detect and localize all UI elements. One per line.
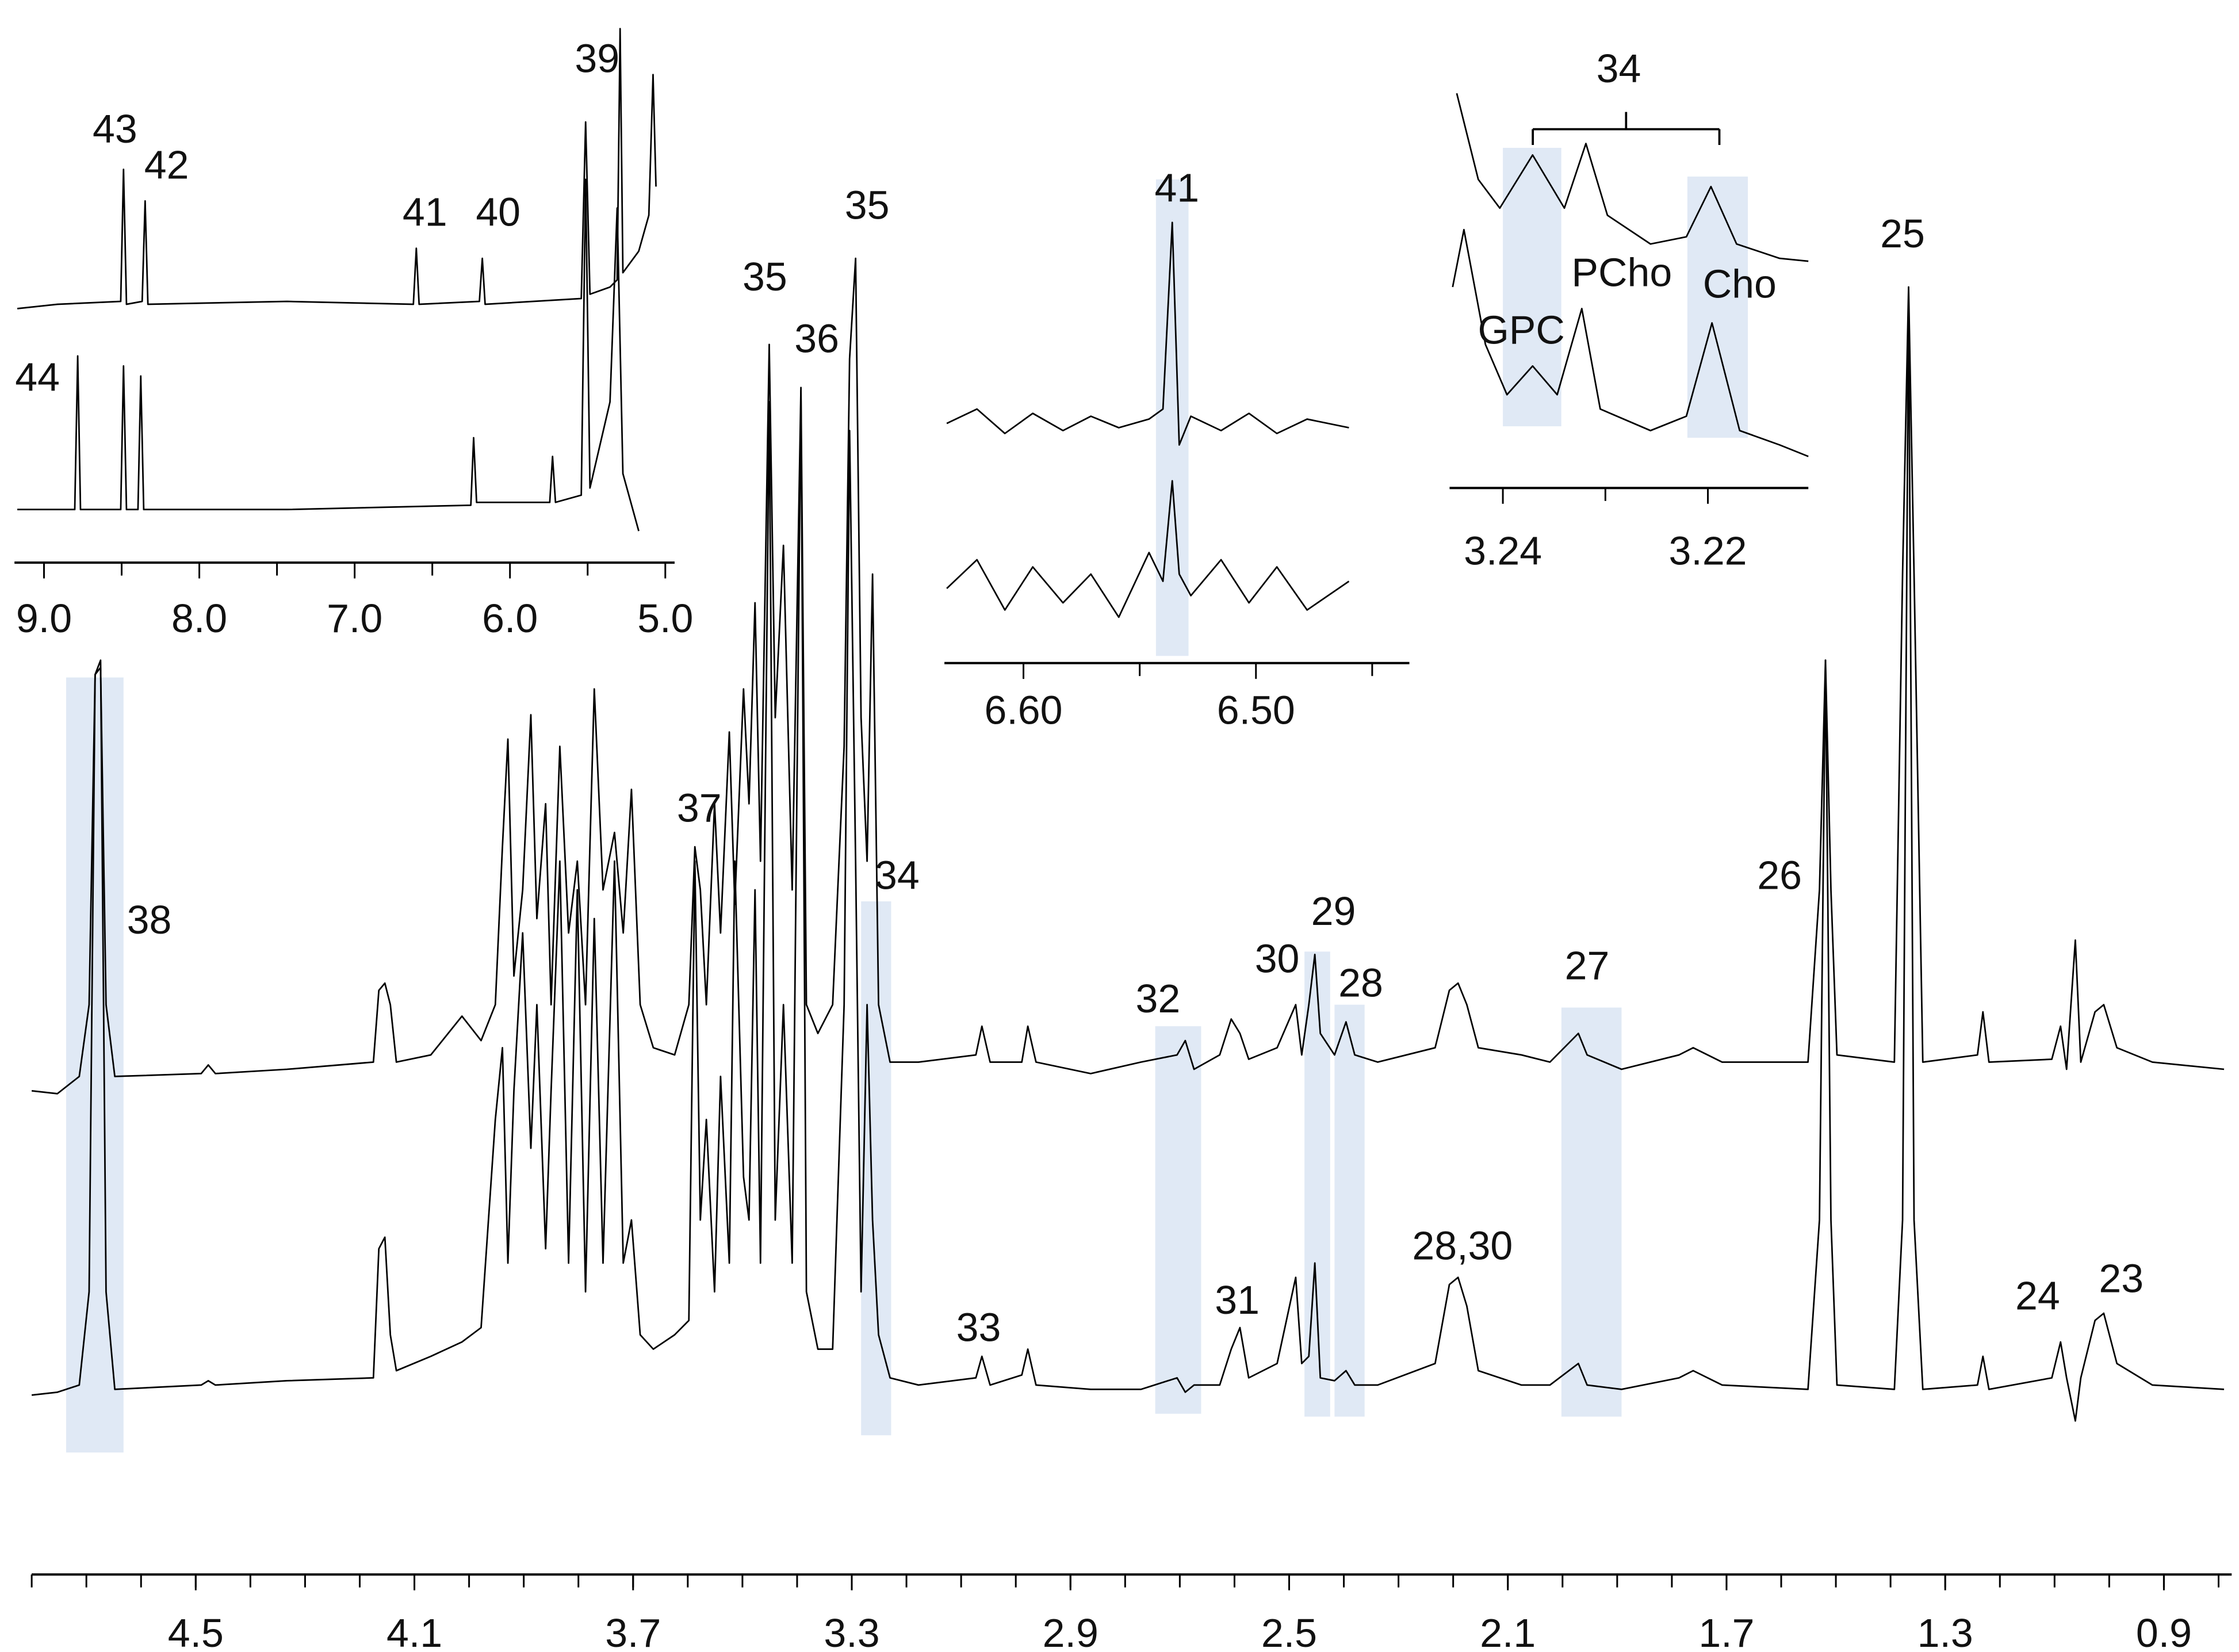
spectrum-trace bbox=[17, 28, 657, 309]
peak-label: Cho bbox=[1703, 261, 1777, 306]
spectrum-trace bbox=[946, 480, 1350, 618]
peak-label: 26 bbox=[1757, 853, 1802, 898]
x-tick-label: 9.0 bbox=[16, 596, 72, 641]
peak-label: 34 bbox=[875, 853, 920, 898]
peak-label: PCho bbox=[1571, 250, 1672, 295]
x-tick-label: 1.7 bbox=[1698, 1611, 1754, 1652]
highlight-band bbox=[1503, 148, 1561, 427]
x-tick-label: 5.0 bbox=[637, 596, 693, 641]
highlight-band bbox=[66, 677, 124, 1453]
x-tick-label: 3.22 bbox=[1669, 529, 1747, 573]
highlight-band bbox=[1155, 179, 1189, 656]
spectrum-trace bbox=[946, 221, 1349, 446]
highlight-band bbox=[1334, 1004, 1365, 1417]
x-tick-label: 7.0 bbox=[327, 596, 382, 641]
panel: 6.60 6.50 41 bbox=[944, 165, 1410, 733]
x-tick-label: 4.1 bbox=[386, 1611, 442, 1652]
spectrum-trace bbox=[17, 178, 640, 531]
peak-label: 34 bbox=[1597, 46, 1641, 91]
peak-label: 41 bbox=[403, 190, 447, 235]
peak-label: 44 bbox=[15, 355, 60, 400]
x-tick-label: 4.5 bbox=[168, 1611, 224, 1652]
highlight-band bbox=[1155, 1026, 1201, 1414]
peak-label: 25 bbox=[1880, 211, 1925, 256]
spectrum-trace bbox=[1452, 228, 1809, 457]
peak-label: 42 bbox=[144, 142, 189, 187]
peak-label: 32 bbox=[1135, 976, 1180, 1021]
x-tick-label: 8.0 bbox=[171, 596, 227, 641]
x-tick-label: 6.0 bbox=[482, 596, 538, 641]
peak-label: 43 bbox=[93, 106, 137, 151]
peak-label: 23 bbox=[2099, 1256, 2144, 1301]
peak-label: 33 bbox=[956, 1305, 1001, 1350]
x-tick-label: 1.3 bbox=[1917, 1611, 1973, 1652]
peak-label: 41 bbox=[1154, 165, 1199, 210]
peak-label: 40 bbox=[476, 190, 520, 235]
x-tick-label: 6.50 bbox=[1217, 688, 1295, 733]
x-tick-label: 2.9 bbox=[1043, 1611, 1099, 1652]
peak-label: 37 bbox=[677, 785, 722, 830]
peak-label: 31 bbox=[1215, 1278, 1260, 1322]
peak-label: 27 bbox=[1565, 943, 1610, 988]
peak-label: 28,30 bbox=[1412, 1223, 1513, 1268]
x-tick-label: 3.7 bbox=[605, 1611, 661, 1652]
peak-label: 30 bbox=[1255, 936, 1300, 981]
x-tick-label: 0.9 bbox=[2136, 1611, 2192, 1652]
spectrum-trace bbox=[31, 293, 2225, 1422]
peak-label: GPC bbox=[1478, 307, 1564, 352]
x-tick-label: 3.3 bbox=[824, 1611, 879, 1652]
spectrum-trace bbox=[31, 257, 2225, 1095]
spectrum-trace bbox=[1456, 93, 1809, 262]
peak-label: 38 bbox=[127, 897, 172, 942]
peak-label: 29 bbox=[1311, 889, 1356, 934]
peak-label: 24 bbox=[2015, 1274, 2060, 1318]
peak-label: 28 bbox=[1338, 961, 1383, 1005]
peak-label: 35 bbox=[742, 254, 787, 299]
peak-label: 35 bbox=[845, 182, 890, 227]
x-tick-label: 6.60 bbox=[985, 688, 1063, 733]
peak-label: 39 bbox=[575, 36, 619, 81]
bracket bbox=[1532, 112, 1721, 146]
x-tick-label: 3.24 bbox=[1464, 529, 1542, 573]
highlight-band bbox=[1304, 951, 1330, 1417]
peak-label: 36 bbox=[794, 316, 839, 361]
x-tick-label: 2.5 bbox=[1261, 1611, 1317, 1652]
panel: 4.5 4.1 3.7 3.3 2.9 2.5 2.1 1.7 1.3 0.93837353635… bbox=[30, 182, 2232, 1652]
highlight-band bbox=[1687, 176, 1748, 438]
highlight-band bbox=[861, 901, 891, 1436]
x-tick-label: 2.1 bbox=[1480, 1611, 1536, 1652]
highlight-band bbox=[1561, 1007, 1622, 1417]
